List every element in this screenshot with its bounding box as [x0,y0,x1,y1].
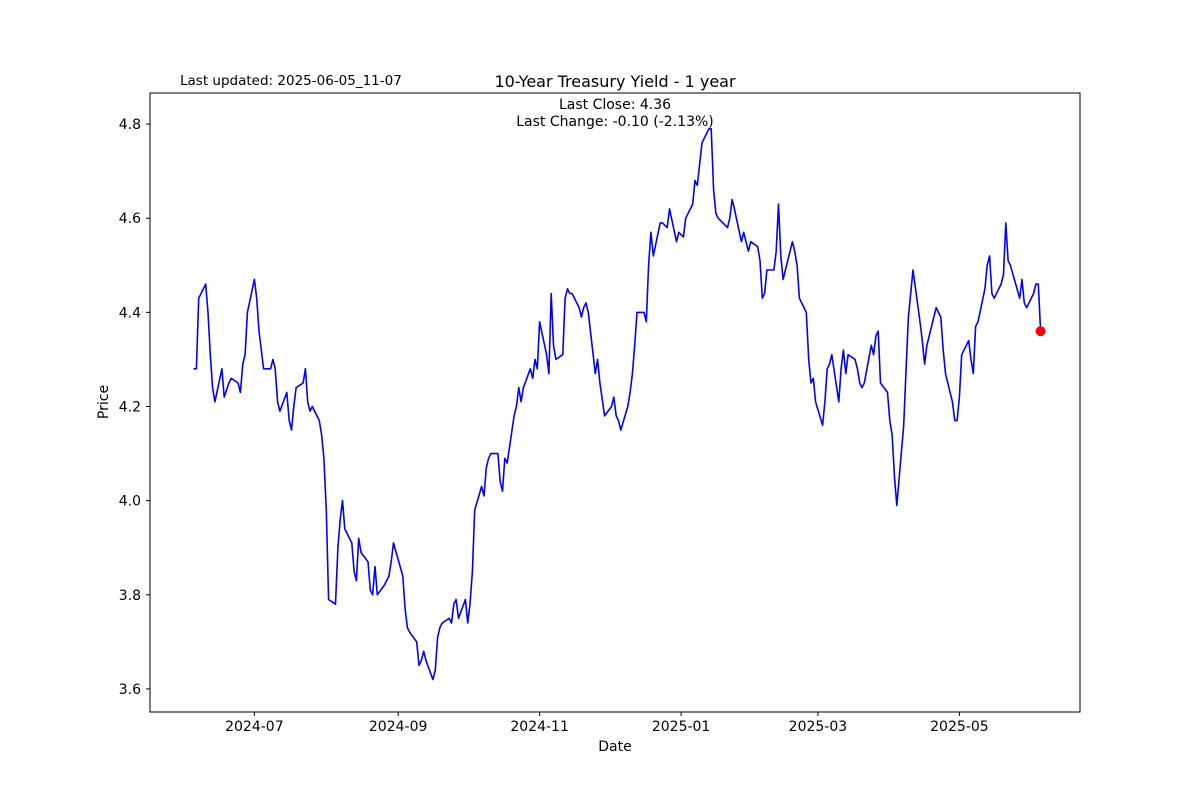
chart-title: 10-Year Treasury Yield - 1 year [494,72,736,91]
yield-line [193,128,1042,681]
y-tick-label: 4.6 [119,211,141,227]
y-tick-label: 4.4 [119,305,141,321]
y-axis-label: Price [96,384,112,420]
x-tick-label: 2024-09 [369,719,428,735]
y-tick-label: 4.8 [119,117,141,133]
y-tick-label: 4.0 [119,494,141,510]
last-point-marker [1035,326,1046,337]
plot-border [149,92,1081,713]
y-tick-label: 4.2 [119,400,141,416]
last-change-text: Last Change: -0.10 (-2.13%) [516,114,714,130]
y-tick-label: 3.8 [119,588,141,604]
x-tick-label: 2025-03 [789,719,848,735]
y-tick-label: 3.6 [119,682,141,698]
x-tick-label: 2025-05 [930,719,989,735]
x-axis-label: Date [598,739,632,755]
x-tick-label: 2025-01 [652,719,711,735]
last-close-text: Last Close: 4.36 [558,97,672,113]
x-tick-label: 2024-07 [225,719,284,735]
x-tick-label: 2024-11 [510,719,569,735]
last-updated-text: Last updated: 2025-06-05_11-07 [180,73,402,89]
